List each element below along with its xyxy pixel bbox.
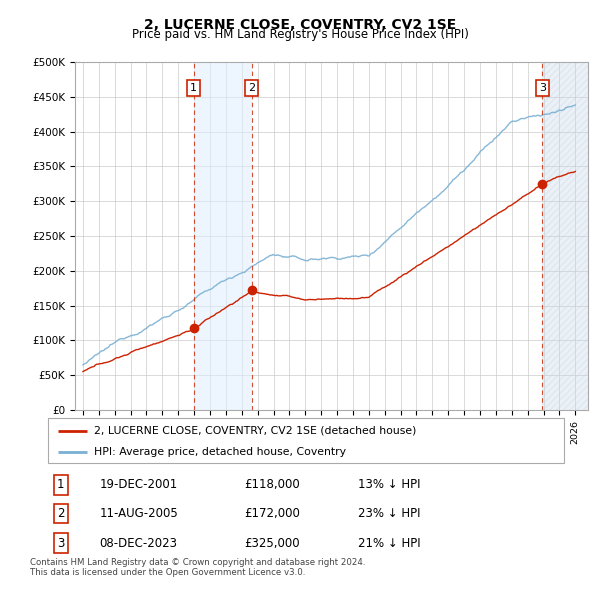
Text: 1: 1 — [57, 478, 65, 491]
Text: 23% ↓ HPI: 23% ↓ HPI — [358, 507, 420, 520]
Text: 08-DEC-2023: 08-DEC-2023 — [100, 537, 178, 550]
Text: 2: 2 — [57, 507, 65, 520]
Text: 13% ↓ HPI: 13% ↓ HPI — [358, 478, 420, 491]
Text: Contains HM Land Registry data © Crown copyright and database right 2024.
This d: Contains HM Land Registry data © Crown c… — [30, 558, 365, 577]
Text: 2: 2 — [248, 83, 255, 93]
Text: £325,000: £325,000 — [244, 537, 300, 550]
Text: 3: 3 — [539, 83, 546, 93]
Text: 1: 1 — [190, 83, 197, 93]
Text: £118,000: £118,000 — [244, 478, 300, 491]
Text: 3: 3 — [57, 537, 65, 550]
Text: Price paid vs. HM Land Registry's House Price Index (HPI): Price paid vs. HM Land Registry's House … — [131, 28, 469, 41]
Bar — [194, 62, 251, 410]
Text: 2, LUCERNE CLOSE, COVENTRY, CV2 1SE (detached house): 2, LUCERNE CLOSE, COVENTRY, CV2 1SE (det… — [94, 426, 417, 436]
Text: 19-DEC-2001: 19-DEC-2001 — [100, 478, 178, 491]
Bar — [542, 62, 588, 410]
Text: HPI: Average price, detached house, Coventry: HPI: Average price, detached house, Cove… — [94, 447, 346, 457]
Text: 11-AUG-2005: 11-AUG-2005 — [100, 507, 178, 520]
FancyBboxPatch shape — [48, 418, 564, 463]
Text: £172,000: £172,000 — [244, 507, 300, 520]
Text: 21% ↓ HPI: 21% ↓ HPI — [358, 537, 420, 550]
Text: 2, LUCERNE CLOSE, COVENTRY, CV2 1SE: 2, LUCERNE CLOSE, COVENTRY, CV2 1SE — [144, 18, 456, 32]
